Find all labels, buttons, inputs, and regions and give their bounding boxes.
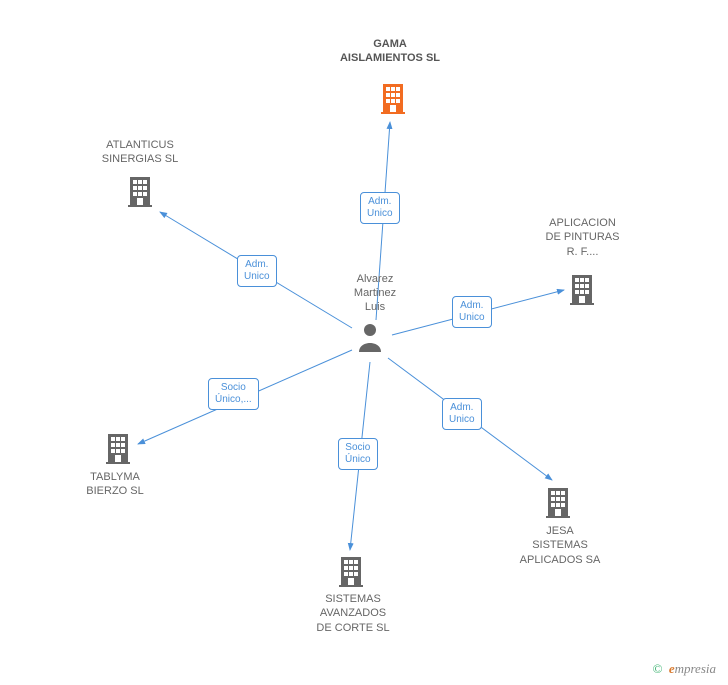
copyright-symbol: © — [653, 661, 663, 676]
person-icon — [356, 322, 384, 352]
building-icon — [544, 486, 572, 518]
company-label: TABLYMA BIERZO SL — [70, 470, 160, 499]
company-label: SISTEMAS AVANZADOS DE CORTE SL — [303, 592, 403, 635]
company-label: ATLANTICUS SINERGIAS SL — [85, 138, 195, 167]
center-person-label: Alvarez Martinez Luis — [348, 273, 402, 314]
edge-label: Adm. Unico — [360, 192, 400, 224]
edge-label: Socio Único,... — [208, 378, 259, 410]
company-label: GAMA AISLAMIENTOS SL — [320, 37, 460, 66]
company-label: APLICACION DE PINTURAS R. F.... — [535, 216, 630, 259]
building-icon — [126, 175, 154, 207]
building-icon — [379, 82, 407, 114]
building-icon — [568, 273, 596, 305]
edge-label: Adm. Unico — [237, 255, 277, 287]
edge-label: Adm. Unico — [442, 398, 482, 430]
watermark: © empresia — [653, 661, 716, 677]
watermark-brand: empresia — [669, 661, 716, 676]
edge-label: Socio Único — [338, 438, 378, 470]
company-label: JESA SISTEMAS APLICADOS SA — [510, 524, 610, 567]
building-icon — [337, 555, 365, 587]
edge-label: Adm. Unico — [452, 296, 492, 328]
building-icon — [104, 432, 132, 464]
